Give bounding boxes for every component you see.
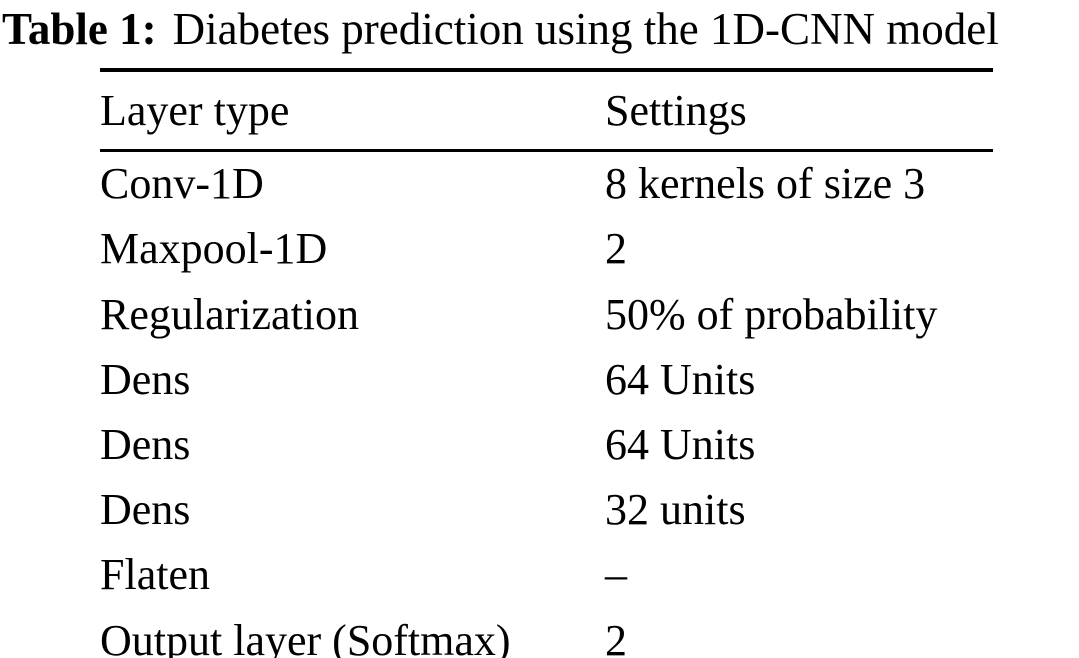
column-header-layer-type: Layer type <box>100 70 605 153</box>
layer-type-cell: Conv-1D <box>100 159 264 209</box>
settings-cell: 64 Units <box>605 354 756 404</box>
table-header: Layer type Settings <box>100 70 993 153</box>
layer-type-cell: Dens <box>100 419 191 469</box>
table-row: Dens 32 units <box>100 478 993 543</box>
table-caption: Table 1: Diabetes prediction using the 1D… <box>2 4 1079 56</box>
table-caption-label: Table 1: <box>2 4 157 54</box>
layer-type-cell: Maxpool-1D <box>100 224 328 274</box>
table-header-row: Layer type Settings <box>100 70 993 153</box>
table-row: Output layer (Softmax) 2 <box>100 609 993 658</box>
table-row: Dens 64 Units <box>100 413 993 478</box>
layer-settings-table: Layer type Settings Conv-1D 8 kernels of … <box>100 68 993 658</box>
column-header-settings: Settings <box>605 70 993 153</box>
table-row: Dens 64 Units <box>100 348 993 413</box>
table-body: Conv-1D 8 kernels of size 3 Maxpool-1D 2 Reg… <box>100 151 993 658</box>
settings-cell: 64 Units <box>605 419 756 469</box>
table-row: Maxpool-1D 2 <box>100 217 993 282</box>
layer-type-cell: Flaten <box>100 550 210 600</box>
layer-type-cell: Output layer (Softmax) <box>100 615 511 658</box>
layer-type-cell: Regularization <box>100 289 360 339</box>
table-caption-text: Diabetes prediction using the 1D-CNN mod… <box>172 4 999 54</box>
layer-type-cell: Dens <box>100 485 191 535</box>
settings-cell: 32 units <box>605 485 746 535</box>
table-row: Flaten – <box>100 543 993 608</box>
settings-cell: 50% of probability <box>605 289 938 339</box>
layer-type-cell: Dens <box>100 354 191 404</box>
table-row: Conv-1D 8 kernels of size 3 <box>100 151 993 218</box>
settings-cell: 2 <box>605 615 627 658</box>
settings-cell: 8 kernels of size 3 <box>605 159 926 209</box>
settings-cell: – <box>605 550 627 600</box>
table-row: Regularization 50% of probability <box>100 283 993 348</box>
settings-cell: 2 <box>605 224 627 274</box>
